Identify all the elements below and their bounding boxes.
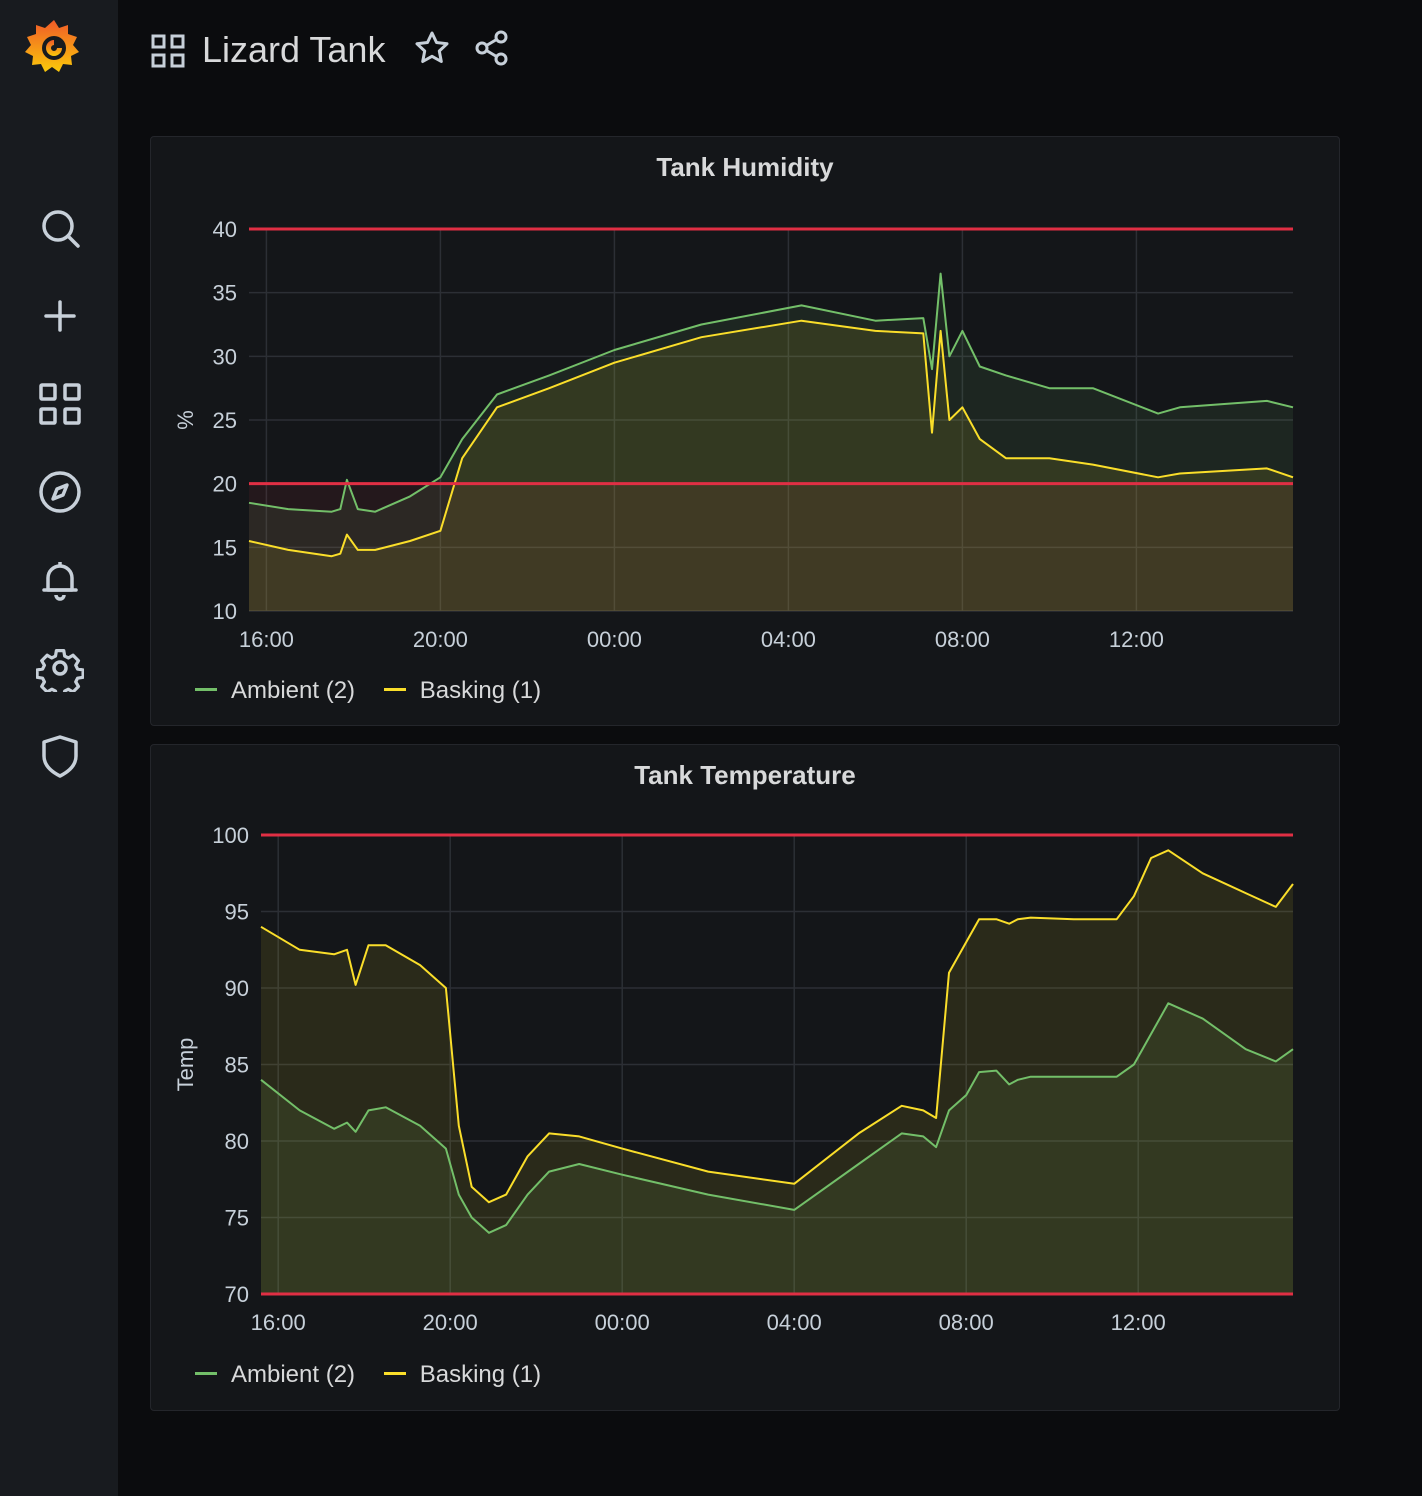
x-tick-label: 20:00: [423, 1310, 478, 1335]
humidity-panel: Tank Humidity 10 15 20 25 30 35 40 16:00 20:00 00…: [150, 136, 1340, 726]
series-line-basking: [260, 849, 1294, 1204]
threshold-region: [249, 483, 1293, 611]
x-tick-label: 16:00: [251, 1310, 306, 1335]
grafana-logo-icon[interactable]: [22, 14, 86, 78]
temperature-panel: Tank Temperature 70 75 80 85 90 95 100 16:00 20:…: [150, 744, 1340, 1411]
plus-icon[interactable]: [36, 292, 84, 340]
legend-label: Basking (1): [419, 677, 542, 704]
legend-label: Basking (1): [419, 1361, 542, 1388]
legend-label: Ambient (2): [231, 677, 356, 704]
alerting-bell-icon[interactable]: [36, 556, 84, 604]
chart-legend: Ambient (2) Basking (1): [195, 677, 563, 705]
y-tick-label: 20: [213, 472, 237, 497]
series-line-ambient: [248, 272, 1294, 513]
x-tick-label: 12:00: [1109, 627, 1164, 652]
series-area-ambient: [261, 1003, 1293, 1294]
x-tick-label: 08:00: [935, 627, 990, 652]
panel-title[interactable]: Tank Humidity: [656, 152, 834, 182]
search-icon[interactable]: [36, 204, 84, 252]
series-line-basking: [248, 319, 1294, 558]
legend-item-ambient[interactable]: Ambient (2): [195, 1361, 355, 1389]
y-tick-label: 35: [213, 281, 237, 306]
series-area-ambient: [249, 273, 1293, 611]
y-tick-label: 85: [225, 1053, 249, 1078]
y-tick-label: 15: [213, 535, 237, 560]
y-tick-label: 40: [213, 217, 237, 242]
x-tick-label: 00:00: [595, 1310, 650, 1335]
legend-item-ambient[interactable]: Ambient (2): [195, 677, 355, 705]
series-line-ambient: [260, 1002, 1294, 1234]
y-tick-label: 30: [213, 344, 237, 369]
y-tick-label: 75: [225, 1206, 249, 1231]
chart-legend: Ambient (2) Basking (1): [195, 1361, 563, 1389]
x-tick-label: 08:00: [939, 1310, 994, 1335]
x-tick-label: 20:00: [413, 627, 468, 652]
legend-item-basking[interactable]: Basking (1): [383, 677, 542, 705]
x-tick-label: 04:00: [761, 627, 816, 652]
dashboard-title[interactable]: Lizard Tank: [202, 29, 386, 70]
legend-swatch: [195, 688, 217, 692]
dashboards-icon[interactable]: [36, 380, 84, 428]
explore-compass-icon[interactable]: [36, 468, 84, 516]
star-icon[interactable]: [412, 28, 452, 68]
dashboard-grid-icon: [150, 33, 186, 69]
x-tick-label: 12:00: [1111, 1310, 1166, 1335]
legend-swatch: [383, 1372, 406, 1376]
x-tick-label: 16:00: [239, 627, 294, 652]
configuration-gear-icon[interactable]: [36, 644, 84, 692]
y-axis-label: Temp: [173, 1038, 198, 1092]
y-axis-label: %: [173, 410, 198, 430]
legend-swatch: [195, 1372, 217, 1376]
y-tick-label: 70: [225, 1282, 249, 1307]
y-tick-label: 100: [212, 823, 249, 848]
share-icon[interactable]: [472, 28, 512, 68]
legend-label: Ambient (2): [231, 1361, 356, 1388]
temperature-chart: 70 75 80 85 90 95 100 16:00 20:00 00:00 04:00 08:00…: [173, 823, 1294, 1335]
y-tick-label: 25: [213, 408, 237, 433]
server-admin-shield-icon[interactable]: [36, 732, 84, 780]
y-tick-label: 10: [213, 599, 237, 624]
y-tick-label: 90: [225, 976, 249, 1001]
x-tick-label: 04:00: [767, 1310, 822, 1335]
series-area-basking: [261, 850, 1293, 1294]
humidity-chart: 10 15 20 25 30 35 40 16:00 20:00 00:00 04:00 08:00 1…: [173, 217, 1294, 652]
sidebar: [0, 0, 118, 1496]
legend-swatch: [383, 688, 406, 692]
legend-item-basking[interactable]: Basking (1): [383, 1361, 542, 1389]
y-tick-label: 95: [225, 900, 249, 925]
panel-title[interactable]: Tank Temperature: [634, 760, 856, 790]
y-tick-label: 80: [225, 1129, 249, 1154]
series-area-basking: [249, 320, 1293, 611]
x-tick-label: 00:00: [587, 627, 642, 652]
